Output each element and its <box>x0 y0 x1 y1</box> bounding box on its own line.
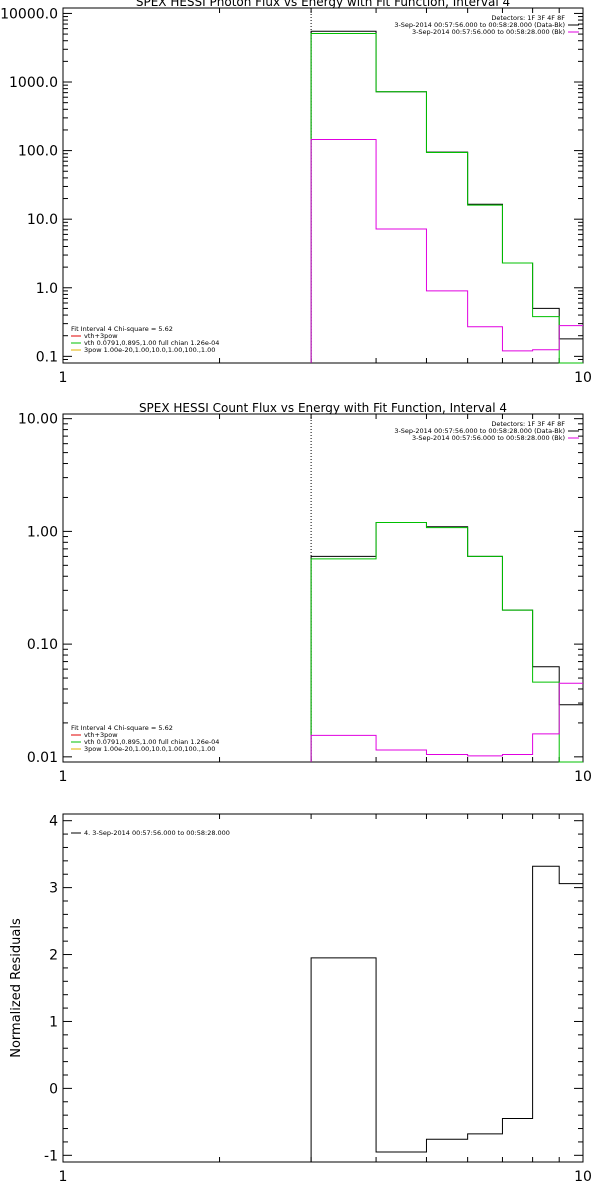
y-axis-label: Normalized Residuals <box>9 918 24 1058</box>
series-line <box>310 521 583 763</box>
y-tick-label: 1 <box>49 1014 58 1030</box>
axes-frame <box>62 413 584 763</box>
y-tick-label: 0.1 <box>36 349 58 365</box>
series-1 <box>310 521 583 762</box>
legend-title: Detectors: 1F 3F 4F 8F <box>491 14 565 22</box>
y-tick-label: 0 <box>49 1081 58 1097</box>
legend-entry: vth 0.0791,0.895,1.00 full chian 1.26e-0… <box>84 339 219 347</box>
y-tick-label: 1000.0 <box>9 75 58 91</box>
chart-title: SPEX HESSI Photon Flux vs Energy with Fi… <box>136 0 510 9</box>
series-line <box>310 865 583 1162</box>
y-tick-label: 10000.0 <box>0 6 58 22</box>
x-tick-label: 10 <box>574 370 592 386</box>
chart-panel-1: SPEX HESSI Photon Flux vs Energy with Fi… <box>0 0 592 386</box>
legend-entry: vth+3pow <box>84 731 118 739</box>
chart-title: SPEX HESSI Count Flux vs Energy with Fit… <box>139 401 507 415</box>
legend-entry: 3-Sep-2014 00:57:56.000 to 00:58:28.000 … <box>394 427 565 435</box>
series-line <box>310 30 583 363</box>
y-tick-label: 1.00 <box>27 524 58 540</box>
series-1 <box>310 30 583 363</box>
x-tick-label: 10 <box>574 1169 592 1185</box>
y-tick-label: 10.0 <box>27 212 58 228</box>
legend-title: Detectors: 1F 3F 4F 8F <box>491 420 565 428</box>
x-tick-label: 1 <box>59 370 68 386</box>
x-tick-label: 1 <box>59 769 68 785</box>
y-tick-label: 4 <box>49 814 58 830</box>
series-3 <box>310 139 583 363</box>
legend-entry: 3-Sep-2014 00:57:56.000 to 00:58:28.000 … <box>412 28 565 36</box>
series-3 <box>310 682 583 762</box>
series-line <box>310 139 583 363</box>
series-2 <box>310 521 583 763</box>
series-line <box>310 32 583 364</box>
series-line <box>310 521 583 762</box>
series-line <box>310 682 583 762</box>
legend-entry: 3-Sep-2014 00:57:56.000 to 00:58:28.000 … <box>394 21 565 29</box>
y-tick-label: 0.01 <box>27 750 58 766</box>
y-tick-label: -1 <box>44 1148 58 1164</box>
y-tick-label: 10.00 <box>18 412 58 428</box>
legend-entry: 3-Sep-2014 00:57:56.000 to 00:58:28.000 … <box>412 434 565 442</box>
axes-frame <box>62 813 584 1163</box>
legend-title: Fit Interval 4 Chi-square = 5.62 <box>71 325 173 333</box>
legend-entry: 4. 3-Sep-2014 00:57:56.000 to 00:58:28.0… <box>84 829 230 837</box>
legend-entry: vth+3pow <box>84 332 118 340</box>
legend-entry: 3pow 1.00e-20,1.00,10.0,1.00,100.,1.00 <box>84 346 215 354</box>
y-tick-label: 2 <box>49 948 58 964</box>
y-tick-label: 0.10 <box>27 637 58 653</box>
series-1 <box>310 865 583 1162</box>
y-tick-label: 1.0 <box>36 281 58 297</box>
legend-entry: 3pow 1.00e-20,1.00,10.0,1.00,100.,1.00 <box>84 745 215 753</box>
chart-panel-2: SPEX HESSI Count Flux vs Energy with Fit… <box>18 401 592 785</box>
legend-title: Fit Interval 4 Chi-square = 5.62 <box>71 724 173 732</box>
y-tick-label: 3 <box>49 881 58 897</box>
x-tick-label: 1 <box>59 1169 68 1185</box>
series-2 <box>310 32 583 364</box>
legend-entry: vth 0.0791,0.895,1.00 full chian 1.26e-0… <box>84 738 219 746</box>
axes-frame <box>62 7 584 364</box>
x-tick-label: 10 <box>574 769 592 785</box>
y-tick-label: 100.0 <box>18 144 58 160</box>
